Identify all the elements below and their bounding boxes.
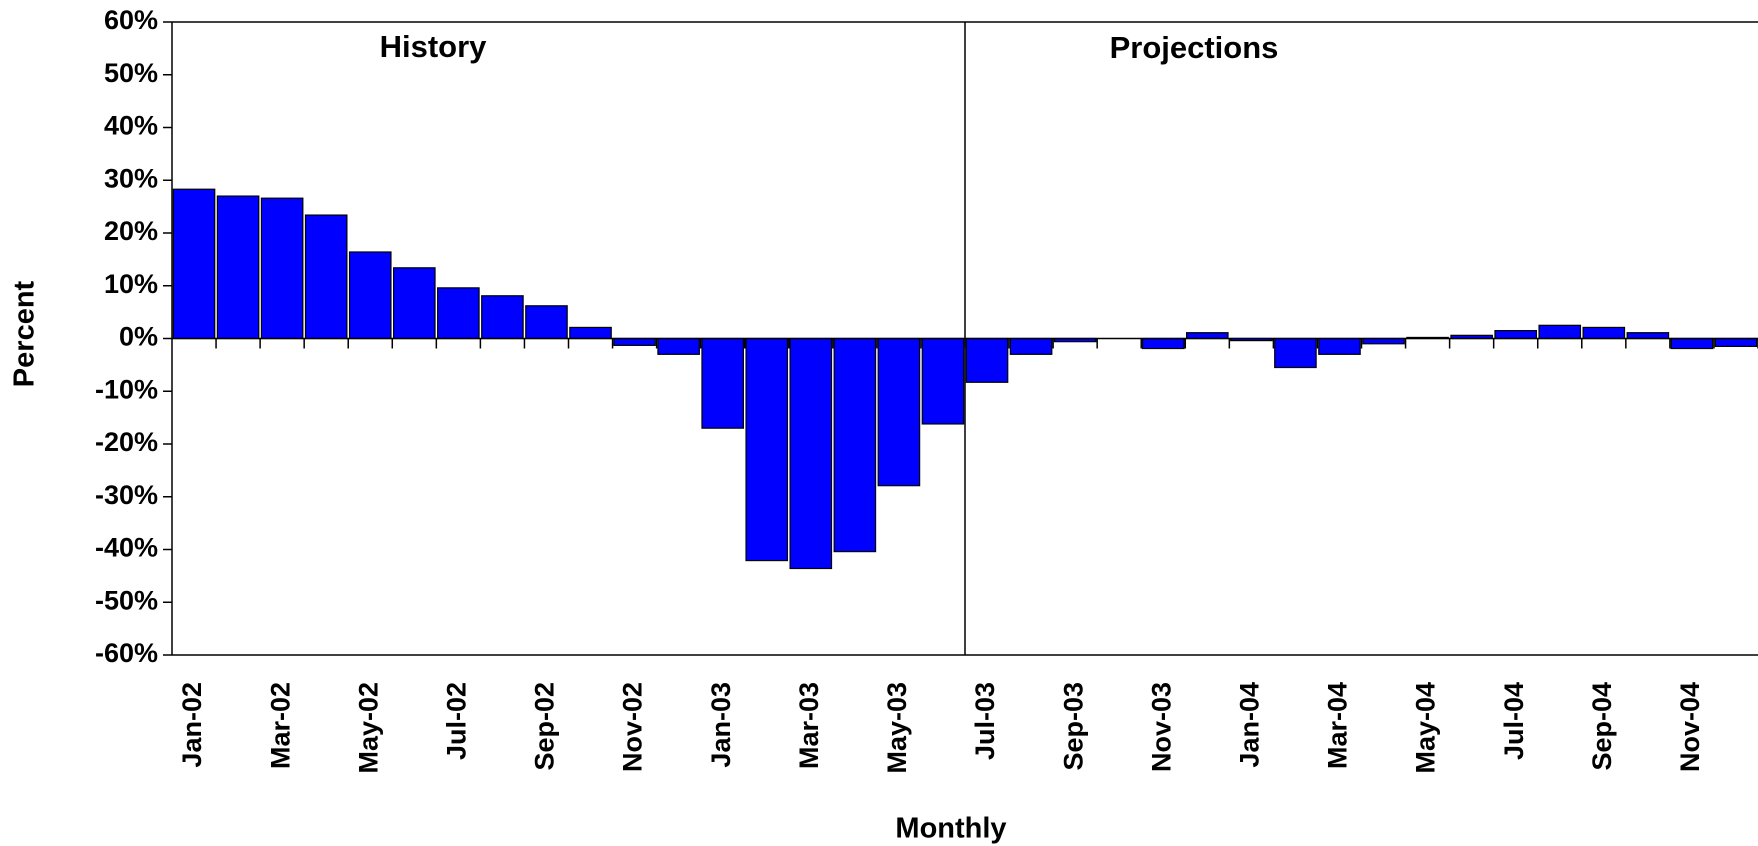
- x-tick-label: Mar-02: [265, 682, 295, 769]
- bar: [304, 214, 348, 340]
- x-axis-title: Monthly: [895, 813, 1006, 845]
- bar: [1582, 326, 1626, 340]
- y-tick-label: -20%: [95, 427, 158, 457]
- y-tick-label: 50%: [104, 58, 158, 88]
- annotation-projections: Projections: [1110, 30, 1279, 65]
- y-tick-label: 60%: [104, 5, 158, 35]
- bar: [657, 337, 700, 355]
- bar: [392, 267, 436, 340]
- bar: [569, 326, 612, 340]
- y-tick-label: -30%: [95, 480, 158, 510]
- bar: [1009, 337, 1053, 355]
- bar: [1626, 332, 1670, 340]
- bar: [1538, 324, 1582, 340]
- bar: [1494, 329, 1538, 340]
- bar: [1318, 337, 1361, 355]
- annotation-history: History: [380, 29, 488, 64]
- bar: [437, 287, 480, 340]
- x-tick-label: May-03: [882, 682, 912, 774]
- x-tick-label: Jan-03: [706, 682, 736, 768]
- x-tick-label: May-02: [353, 682, 383, 774]
- bar: [921, 337, 965, 425]
- bar: [216, 195, 260, 340]
- x-tick-label: Jan-02: [177, 682, 207, 768]
- x-tick-label: Nov-03: [1146, 682, 1176, 772]
- bar: [481, 295, 524, 340]
- x-tick-label: Sep-02: [530, 682, 560, 771]
- x-tick-label: Mar-03: [794, 682, 824, 769]
- x-tick-label: Mar-04: [1323, 682, 1353, 769]
- bar: [1274, 337, 1317, 369]
- bar: [833, 337, 877, 553]
- x-tick-label: Jan-04: [1234, 682, 1264, 768]
- bar: [1362, 337, 1405, 345]
- y-tick-label: 40%: [104, 111, 158, 141]
- bar: [1141, 337, 1185, 350]
- y-tick-label: 20%: [104, 216, 158, 246]
- y-tick-label: -10%: [95, 374, 158, 404]
- x-tick-label: Jul-03: [970, 682, 1000, 760]
- x-tick-label: Nov-04: [1675, 682, 1705, 772]
- bar: [348, 251, 392, 340]
- x-tick-label: May-04: [1411, 682, 1441, 774]
- y-axis-title: Percent: [9, 280, 41, 387]
- y-tick-label: -40%: [95, 533, 158, 563]
- bar: [789, 337, 833, 570]
- y-tick-label: 30%: [104, 163, 158, 193]
- bar: [260, 197, 304, 340]
- bar: [1185, 332, 1229, 340]
- x-tick-label: Nov-02: [618, 682, 648, 772]
- y-tick-label: 10%: [104, 269, 158, 299]
- bar: [613, 337, 656, 346]
- bar: [172, 188, 216, 340]
- bar: [1714, 337, 1758, 348]
- x-tick-label: Jul-02: [441, 682, 471, 760]
- y-tick-label: -50%: [95, 585, 158, 615]
- y-tick-label: 0%: [119, 322, 158, 352]
- bar: [877, 337, 921, 487]
- bar: [965, 337, 1009, 383]
- bar: [745, 337, 789, 562]
- bar: [1670, 337, 1714, 350]
- y-tick-label: -60%: [95, 638, 158, 668]
- bar: [525, 305, 568, 340]
- x-tick-label: Sep-03: [1058, 682, 1088, 771]
- bar: [701, 337, 745, 429]
- x-tick-label: Jul-04: [1499, 682, 1529, 760]
- x-tick-label: Sep-04: [1587, 682, 1617, 771]
